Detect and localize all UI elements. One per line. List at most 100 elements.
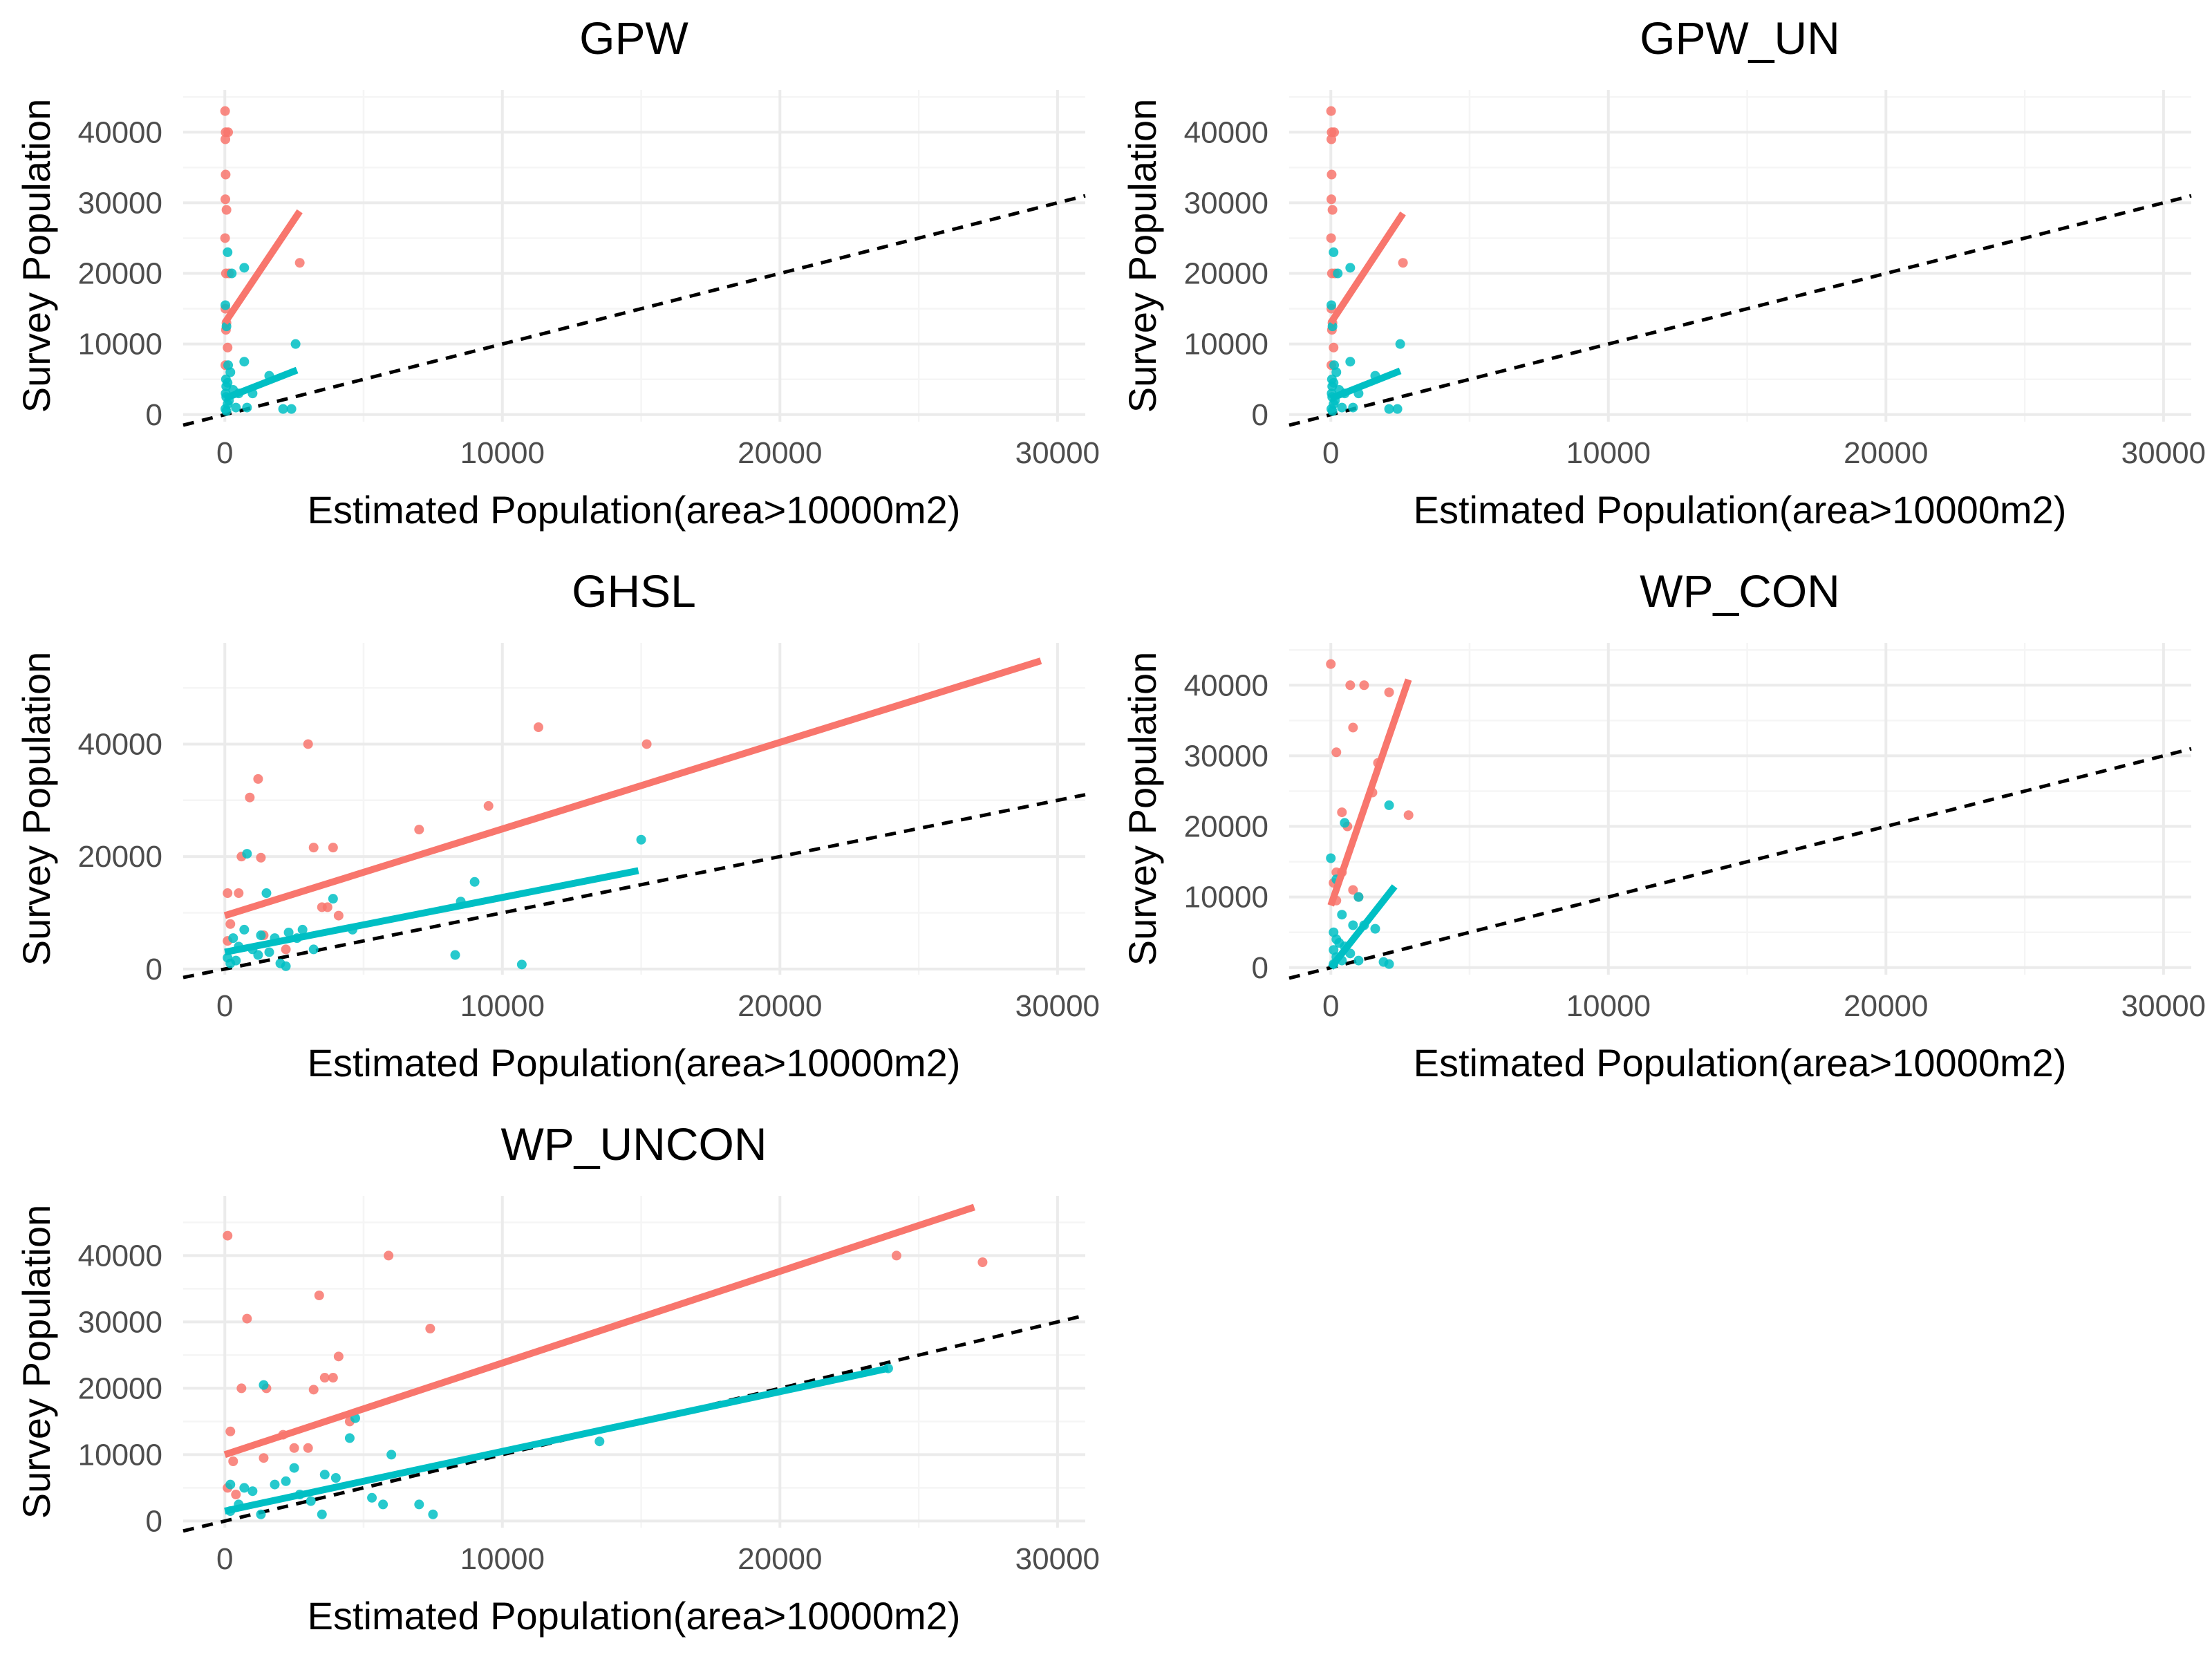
series-b-point [1395, 339, 1405, 349]
y-tick-label: 0 [146, 398, 162, 432]
y-tick-label: 20000 [78, 840, 162, 874]
series-a-point [1348, 885, 1358, 895]
series-a-point [333, 910, 344, 921]
series-b-point [290, 339, 301, 349]
series-a-point [242, 1313, 252, 1324]
y-tick-label: 40000 [78, 727, 162, 761]
series-a-point [245, 792, 255, 803]
series-b-point [344, 1433, 355, 1443]
x-tick-label: 0 [216, 1542, 233, 1576]
series-a-point [221, 194, 231, 205]
plot-area: 0 10000 20000 30000 0 10000 20000 30000 40000 [1184, 90, 2206, 470]
series-a-point [308, 1385, 319, 1395]
plot-area: 0 10000 20000 30000 0 20000 40000 [78, 643, 1100, 1023]
series-a-point [328, 1373, 338, 1383]
x-tick-label: 30000 [2121, 989, 2206, 1023]
series-b-point [289, 1463, 299, 1473]
series-b-point [256, 930, 266, 941]
x-tick-label: 10000 [460, 1542, 545, 1576]
panel-title: GPW_UN [1640, 12, 1840, 64]
series-b-point [221, 406, 232, 416]
x-axis-title: Estimated Population(area>10000m2) [1414, 488, 2067, 532]
x-axis-title: Estimated Population(area>10000m2) [308, 488, 961, 532]
series-a-point [294, 258, 305, 268]
series-a-point [1398, 258, 1408, 268]
series-a-point [1327, 134, 1337, 144]
x-tick-label: 0 [1322, 989, 1339, 1023]
series-b-point [1348, 402, 1358, 413]
series-a-point [1326, 659, 1336, 669]
series-b-point [636, 834, 646, 845]
series-a-point [1326, 233, 1336, 243]
x-tick-label: 10000 [1566, 989, 1651, 1023]
series-b-fit-line [224, 867, 639, 956]
series-b-point [231, 402, 241, 413]
y-axis-title: Survey Population [15, 652, 58, 966]
series-b-point [308, 944, 319, 955]
y-tick-label: 0 [146, 1504, 162, 1538]
x-tick-label: 30000 [1015, 989, 1100, 1023]
y-tick-label: 20000 [78, 257, 162, 291]
y-tick-label: 40000 [1184, 115, 1268, 149]
series-b-fit-line [224, 1365, 889, 1515]
x-tick-label: 10000 [1566, 436, 1651, 470]
x-tick-label: 20000 [738, 436, 822, 470]
series-a-point [308, 843, 319, 853]
series-a-point [236, 1383, 247, 1394]
series-a-point [384, 1250, 394, 1261]
series-b-point [1353, 892, 1364, 902]
series-b-point [306, 1496, 316, 1506]
y-tick-label: 10000 [78, 1438, 162, 1472]
series-a-point [333, 1351, 344, 1362]
series-b-point [261, 888, 272, 899]
series-b-point [281, 1476, 291, 1486]
series-a-point [414, 825, 424, 835]
series-b-point [221, 300, 231, 310]
series-a-point [223, 342, 233, 353]
series-b-point [330, 1473, 341, 1483]
series-b-point [256, 1509, 266, 1519]
series-b-point [414, 1499, 424, 1510]
plot-area: 0 10000 20000 30000 0 10000 20000 30000 40000 [78, 1196, 1100, 1576]
series-a-point [220, 233, 230, 243]
series-a-point [253, 774, 263, 784]
series-b-point [239, 1483, 250, 1493]
series-a-point [891, 1250, 901, 1261]
series-a-point [1331, 747, 1342, 758]
series-a-point [303, 739, 313, 749]
series-a-fit-line [222, 209, 303, 325]
x-tick-label: 10000 [460, 436, 545, 470]
series-a-point [228, 1456, 238, 1466]
series-b-point [1337, 910, 1347, 920]
series-b-point [1337, 402, 1347, 413]
series-b-point [1327, 321, 1338, 332]
panel-gpw-un: 0 10000 20000 30000 0 10000 20000 30000 40000 GP… [1121, 12, 2206, 532]
y-axis-title: Survey Population [15, 99, 58, 413]
y-tick-label: 30000 [78, 186, 162, 220]
panel-wp-con: 0 10000 20000 30000 0 10000 20000 30000 40000 WP… [1121, 565, 2206, 1085]
y-tick-label: 10000 [78, 328, 162, 362]
series-a-fit-line [223, 657, 1042, 919]
x-tick-label: 20000 [1844, 989, 1928, 1023]
series-a-point [221, 169, 231, 180]
x-tick-label: 30000 [1015, 436, 1100, 470]
series-a-point [1337, 807, 1347, 818]
x-tick-label: 20000 [738, 1542, 822, 1576]
series-a-point [1326, 106, 1336, 116]
series-b-point [264, 947, 274, 957]
series-b-point [1329, 360, 1340, 371]
y-tick-label: 20000 [1184, 810, 1268, 844]
series-b-point [239, 924, 250, 935]
series-b-point [1333, 268, 1343, 279]
series-b-point [1329, 247, 1339, 257]
series-b-point [1348, 920, 1358, 930]
series-b-point [223, 360, 234, 371]
series-b-point [247, 1486, 258, 1497]
series-b-point [239, 263, 250, 273]
y-tick-label: 40000 [78, 1239, 162, 1273]
series-b-point [239, 357, 250, 367]
x-tick-label: 0 [216, 436, 233, 470]
y-tick-label: 20000 [78, 1371, 162, 1405]
series-b-point [281, 961, 291, 971]
series-a-point [1359, 680, 1369, 691]
